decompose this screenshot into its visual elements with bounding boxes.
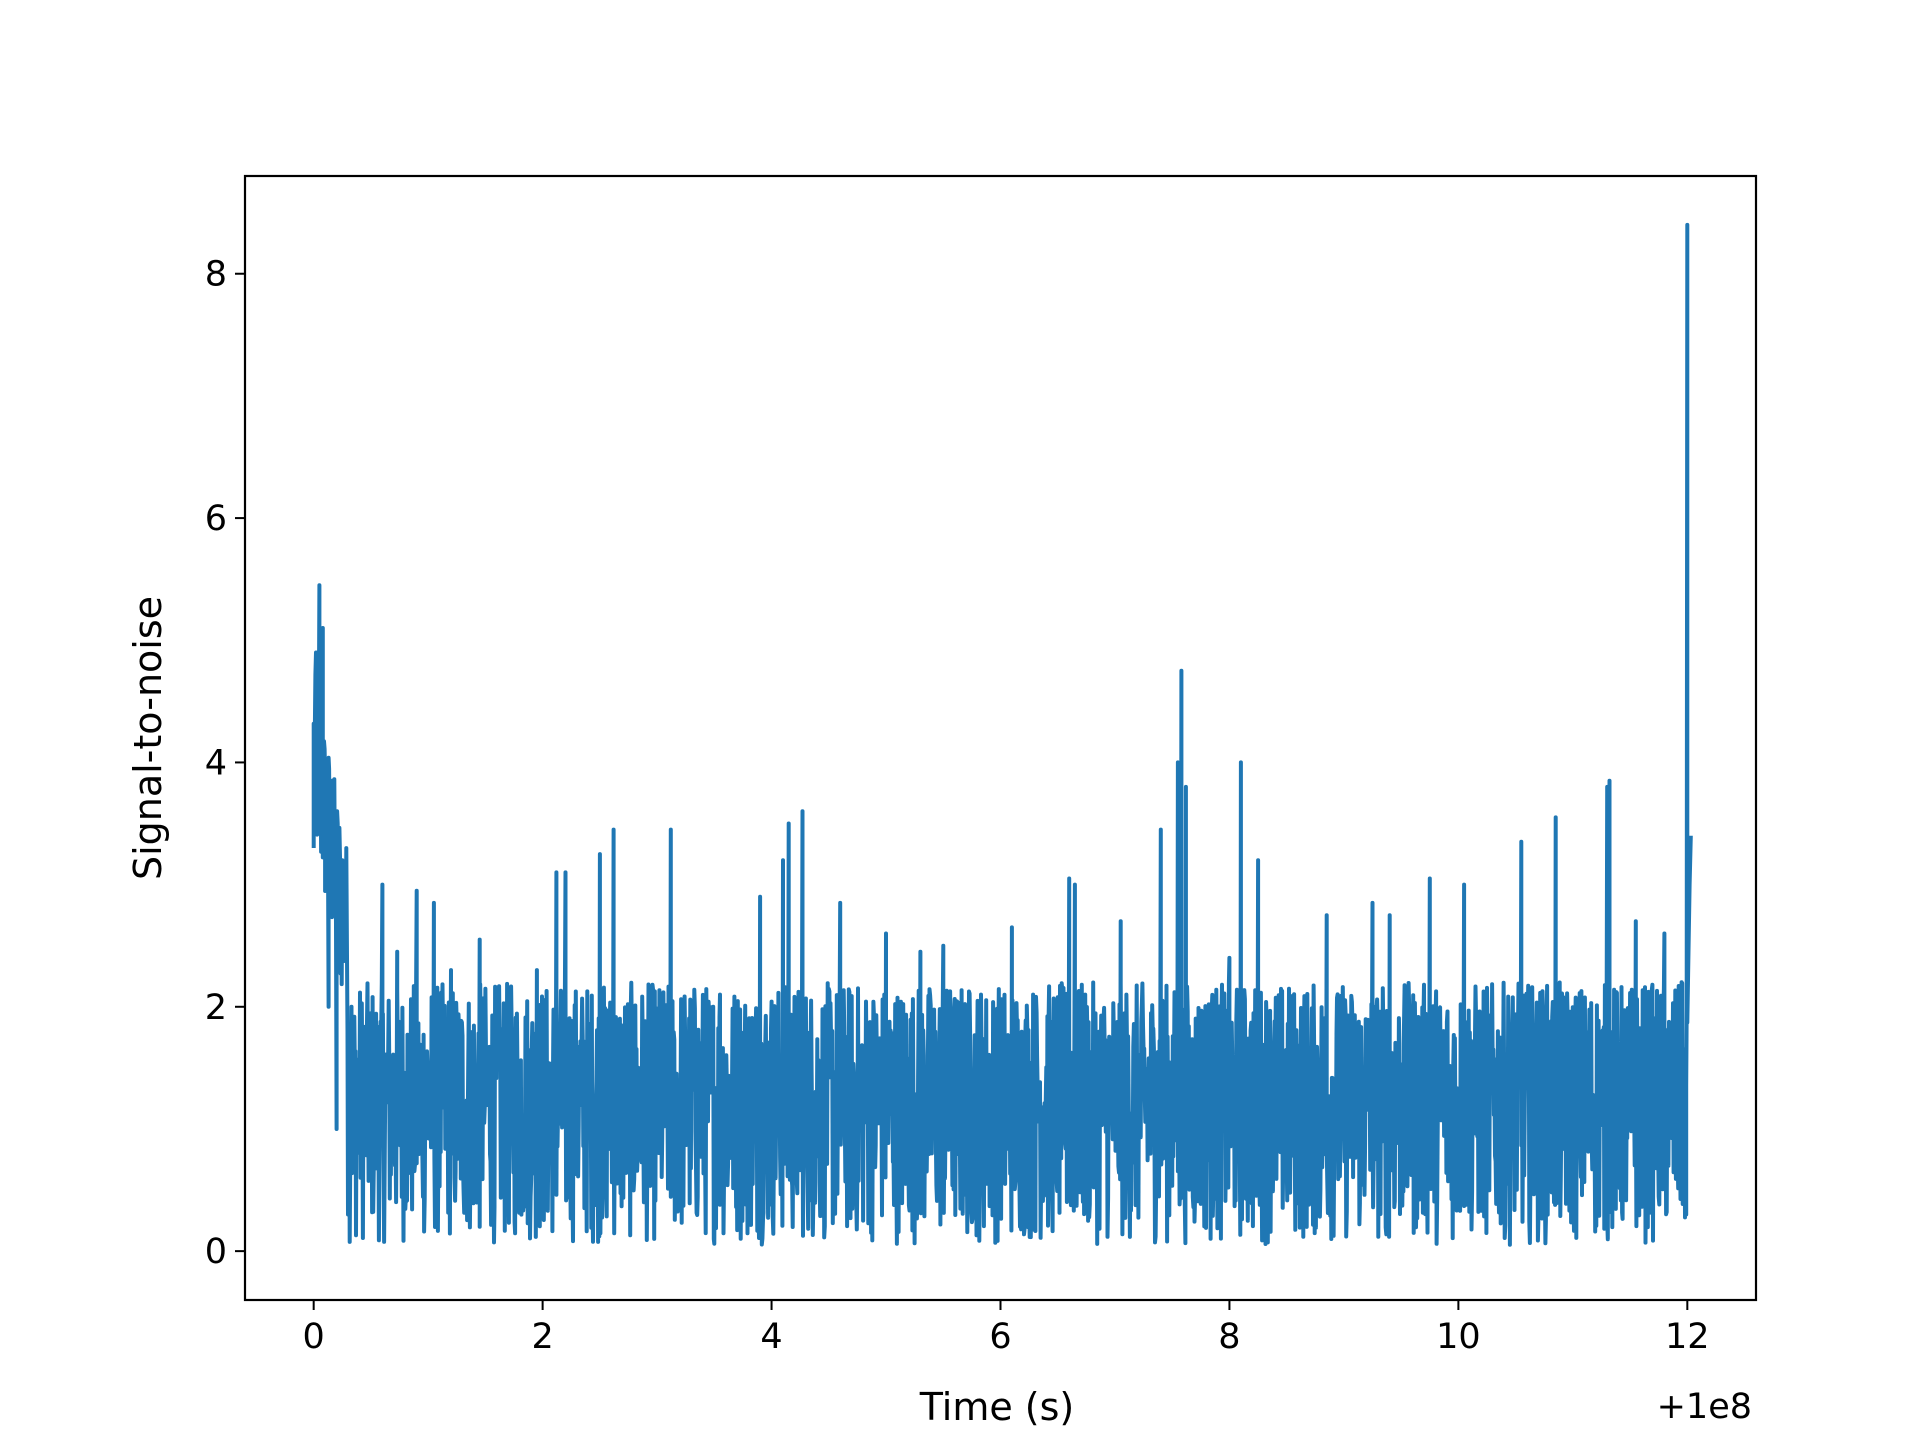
y-axis-label: Signal-to-noise (126, 596, 170, 880)
x-axis: 0 2 4 6 8 10 12 (303, 1300, 1710, 1357)
y-tick-label: 0 (205, 1232, 227, 1272)
x-tick-label: 12 (1665, 1317, 1710, 1357)
x-tick-label: 10 (1436, 1317, 1481, 1357)
y-tick-label: 8 (205, 255, 227, 295)
y-tick-label: 4 (205, 743, 227, 783)
y-tick-label: 2 (205, 988, 227, 1028)
x-tick-label: 0 (303, 1317, 325, 1357)
x-offset-label: +1e8 (1657, 1387, 1752, 1427)
series-line (311, 222, 1693, 1247)
plot-area (311, 222, 1693, 1247)
x-tick-label: 6 (989, 1317, 1011, 1357)
x-tick-label: 2 (531, 1317, 553, 1357)
y-axis: 0 2 4 6 8 (205, 255, 245, 1272)
x-axis-label: Time (s) (919, 1385, 1075, 1429)
x-tick-label: 8 (1218, 1317, 1240, 1357)
y-tick-label: 6 (205, 499, 227, 539)
x-tick-label: 4 (760, 1317, 782, 1357)
